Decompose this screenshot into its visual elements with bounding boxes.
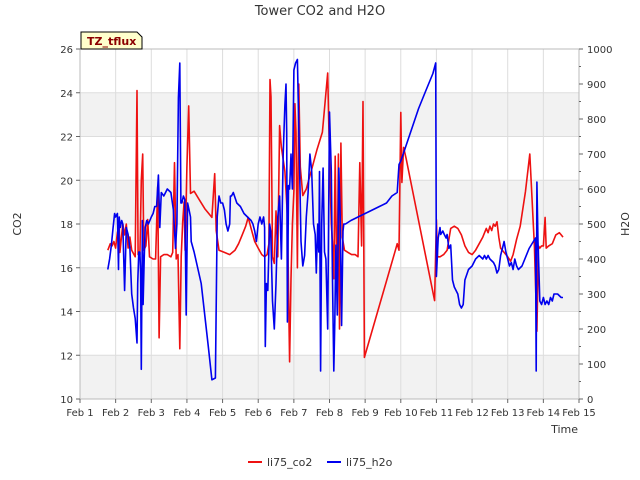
x-tick-label: Feb 2 xyxy=(102,408,129,419)
annotation-shape xyxy=(80,31,143,50)
series-line-li75-h2o xyxy=(107,58,563,381)
y-right-tick-label: 400 xyxy=(587,255,606,266)
y-left-tick-label: 22 xyxy=(60,133,73,144)
y-left-tick-label: 12 xyxy=(60,351,73,362)
y-left-tick-label: 14 xyxy=(60,308,73,319)
x-tick-label: Feb 3 xyxy=(138,408,165,419)
x-tick-label: Feb 14 xyxy=(527,408,561,419)
chart-title: Tower CO2 and H2O xyxy=(254,4,385,19)
y-right-tick-label: 200 xyxy=(587,325,606,336)
x-tick-label: Feb 4 xyxy=(173,408,200,419)
y-left-axis-label: CO2 xyxy=(11,212,24,235)
series-line-li75-co2 xyxy=(107,72,564,363)
legend-label-li75-co2: li75_co2 xyxy=(267,456,312,469)
y-left-tick-label: 24 xyxy=(60,89,73,100)
y-left-tick-label: 26 xyxy=(60,45,73,56)
x-tick-label: Feb 10 xyxy=(384,408,418,419)
x-axis-label: Time xyxy=(550,423,578,436)
legend: li75_co2 li75_h2o xyxy=(248,456,393,469)
y-right-tick-label: 700 xyxy=(587,150,606,161)
x-tick-label: Feb 15 xyxy=(562,408,596,419)
y-right-tick-label: 1000 xyxy=(587,45,612,56)
x-tick-label: Feb 7 xyxy=(280,408,307,419)
y-left-tick-label: 20 xyxy=(60,176,73,187)
y-right-tick-label: 0 xyxy=(587,395,593,406)
y-left-tick-label: 18 xyxy=(60,220,73,231)
annotation-box: TZ_tflux xyxy=(80,31,143,50)
x-tick-label: Feb 13 xyxy=(491,408,525,419)
x-tick-label: Feb 1 xyxy=(66,408,93,419)
x-tick-label: Feb 8 xyxy=(316,408,343,419)
y-right-tick-label: 600 xyxy=(587,185,606,196)
annotation-label: TZ_tflux xyxy=(87,35,136,48)
y-right-tick-label: 800 xyxy=(587,115,606,126)
x-tick-label: Feb 5 xyxy=(209,408,236,419)
x-tick-label: Feb 9 xyxy=(352,408,379,419)
x-tick-label: Feb 11 xyxy=(420,408,454,419)
y-right-tick-label: 500 xyxy=(587,220,606,231)
y-right-tick-label: 900 xyxy=(587,80,606,91)
series-layer xyxy=(107,58,564,381)
y-left-tick-label: 16 xyxy=(60,264,73,275)
y-left-tick-label: 10 xyxy=(60,395,73,406)
x-tick-label: Feb 12 xyxy=(455,408,489,419)
y-right-axis-label: H2O xyxy=(619,212,632,236)
y-right-tick-label: 300 xyxy=(587,290,606,301)
x-tick-label: Feb 6 xyxy=(245,408,272,419)
legend-label-li75-h2o: li75_h2o xyxy=(346,456,393,469)
axes: 10 12 14 16 18 20 22 24 26 Feb 1 Feb 2 Feb 3 Feb 4 Fe… xyxy=(60,45,612,419)
y-right-tick-label: 100 xyxy=(587,360,606,371)
